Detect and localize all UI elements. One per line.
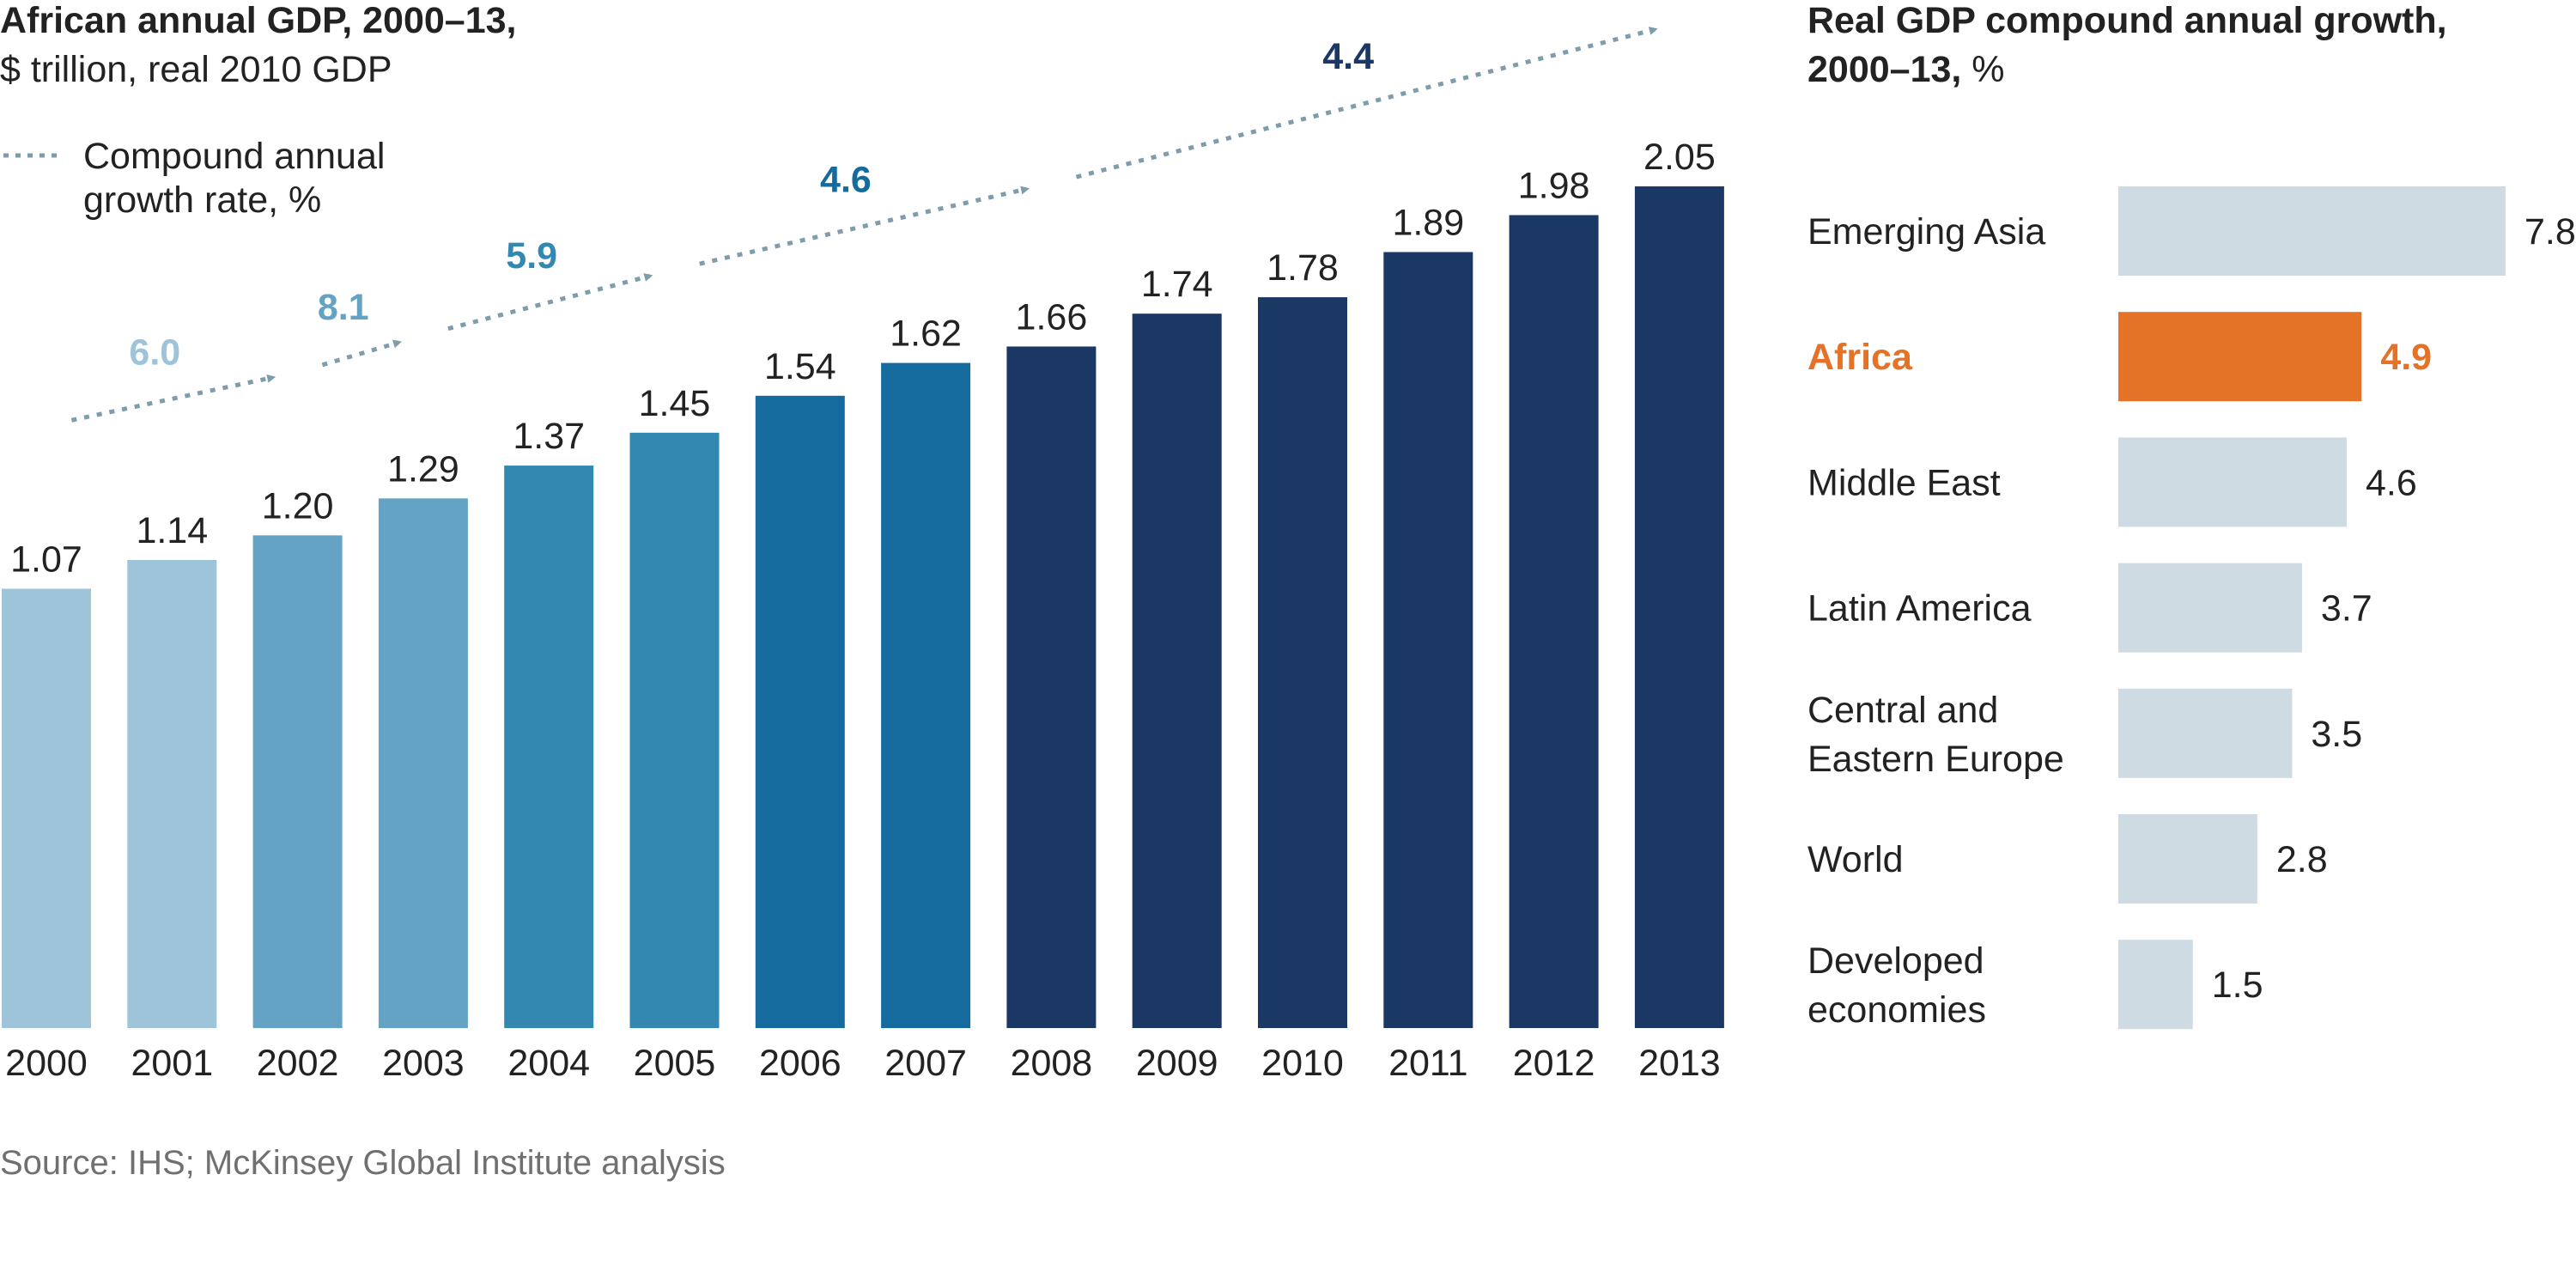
region-bar-central-and-eastern-europe [2118, 688, 2293, 778]
gdp-value-label-2003: 1.29 [387, 448, 459, 490]
growth-rate-label-2002-2003: 8.1 [318, 287, 369, 328]
gdp-year-label-2005: 2005 [634, 1043, 716, 1084]
gdp-year-label-2000: 2000 [5, 1043, 88, 1084]
gdp-year-label-2006: 2006 [759, 1043, 841, 1084]
gdp-value-label-2012: 1.98 [1518, 165, 1590, 206]
gdp-year-label-2004: 2004 [507, 1043, 590, 1084]
gdp-value-labels: 1.07 1.14 1.20 1.29 1.37 1.45 1.54 1.62 1.66 1.74… [10, 137, 1716, 580]
region-bars [2118, 186, 2506, 1030]
gdp-value-label-2005: 1.45 [639, 383, 711, 424]
gdp-value-label-2007: 1.62 [890, 313, 962, 355]
region-bar-middle-east [2118, 437, 2347, 527]
region-value-label-latin-america: 3.7 [2321, 588, 2372, 630]
region-labels: Emerging Asia Africa Middle East Latin Amer… [1807, 211, 2064, 1031]
legend-label-line1: Compound annual [83, 136, 385, 177]
gdp-bar-2005 [629, 432, 720, 1029]
gdp-bars [2, 186, 1724, 1029]
region-label-emerging-asia: Emerging Asia [1807, 211, 2045, 253]
gdp-year-label-2012: 2012 [1513, 1043, 1595, 1084]
region-label-latin-america: Latin America [1807, 588, 2032, 630]
region-label-central-and-eastern-europe: Central and Eastern Europe [1807, 690, 2064, 780]
region-bar-emerging-asia [2118, 186, 2506, 276]
right-chart-title: Real GDP compound annual growth, [1807, 0, 2447, 41]
gdp-year-label-2009: 2009 [1136, 1043, 1218, 1084]
growth-arrows [70, 27, 1658, 423]
right-chart-subtitle-bold: 2000–13, [1807, 49, 1961, 90]
right-chart-subtitle-unit: % [1961, 49, 2004, 90]
region-value-label-developed-economies: 1.5 [2212, 965, 2263, 1006]
region-value-labels: 7.8 4.9 4.6 3.7 3.5 2.8 1.5 [2212, 211, 2576, 1006]
gdp-value-label-2002: 1.20 [262, 485, 334, 526]
gdp-bar-2001 [127, 560, 217, 1028]
region-value-label-africa: 4.9 [2380, 337, 2432, 378]
region-label-africa: Africa [1807, 337, 1913, 378]
gdp-bar-2002 [252, 535, 343, 1028]
gdp-year-label-2003: 2003 [382, 1043, 465, 1084]
legend-label-line2: growth rate, % [83, 180, 321, 221]
gdp-bar-2012 [1509, 215, 1599, 1029]
gdp-year-label-2010: 2010 [1261, 1043, 1344, 1084]
region-label-middle-east: Middle East [1807, 462, 2001, 503]
region-value-label-emerging-asia: 7.8 [2524, 211, 2576, 253]
growth-arrow-2000-2002 [70, 374, 276, 423]
growth-labels: 6.0 8.1 5.9 4.6 4.4 [129, 36, 1374, 373]
gdp-value-label-2000: 1.07 [10, 539, 82, 580]
growth-rate-label-2003-2005: 5.9 [506, 235, 557, 277]
region-bar-africa [2118, 312, 2362, 402]
gdp-year-label-2002: 2002 [257, 1043, 339, 1084]
growth-arrow-2003-2005 [447, 273, 653, 332]
region-label-world: World [1807, 839, 1904, 880]
region-value-label-central-and-eastern-europe: 3.5 [2311, 714, 2362, 755]
region-value-label-world: 2.8 [2276, 839, 2328, 880]
region-value-label-middle-east: 4.6 [2366, 462, 2417, 503]
left-chart-title: African annual GDP, 2000–13, [0, 0, 517, 41]
growth-arrow-2002-2003 [321, 339, 402, 368]
gdp-bar-2007 [881, 362, 971, 1028]
growth-rate-label-2000-2002: 6.0 [129, 332, 180, 373]
region-label-developed-economies: Developed economies [1807, 940, 1986, 1031]
growth-arrow-2008-2013 [1075, 27, 1658, 180]
gdp-value-label-2004: 1.37 [513, 416, 585, 457]
gdp-bar-2004 [504, 466, 594, 1028]
gdp-value-label-2010: 1.78 [1267, 247, 1339, 289]
gdp-value-label-2011: 1.89 [1392, 202, 1464, 243]
gdp-value-label-2001: 1.14 [136, 510, 208, 551]
gdp-bar-2000 [2, 588, 91, 1028]
gdp-bar-2013 [1634, 186, 1724, 1028]
left-chart-title-line1: African annual GDP, 2000–13, [0, 0, 517, 41]
gdp-bar-2009 [1132, 313, 1222, 1028]
growth-arrow-2005-2008 [699, 186, 1030, 266]
region-bar-latin-america [2118, 563, 2302, 653]
source-note: Source: IHS; McKinsey Global Institute a… [0, 1144, 726, 1182]
left-chart-subtitle: $ trillion, real 2010 GDP [0, 49, 392, 90]
right-chart-subtitle: 2000–13, % [1807, 49, 2005, 90]
gdp-year-label-2008: 2008 [1011, 1043, 1093, 1084]
gdp-year-label-2001: 2001 [131, 1043, 213, 1084]
gdp-bar-2010 [1258, 297, 1347, 1028]
gdp-bar-2003 [378, 498, 468, 1028]
gdp-bar-2006 [755, 395, 845, 1028]
gdp-value-label-2008: 1.66 [1016, 296, 1088, 338]
gdp-year-labels: 2000 2001 2002 2003 2004 2005 2006 2007 2008 2009… [5, 1043, 1721, 1084]
growth-rate-label-2005-2008: 4.6 [820, 160, 872, 201]
gdp-value-label-2013: 2.05 [1643, 137, 1716, 178]
gdp-value-label-2009: 1.74 [1141, 264, 1213, 305]
gdp-bar-2011 [1383, 252, 1473, 1028]
region-bar-world [2118, 814, 2257, 904]
gdp-year-label-2013: 2013 [1638, 1043, 1721, 1084]
region-bar-developed-economies [2118, 940, 2193, 1030]
growth-rate-label-2008-2013: 4.4 [1322, 36, 1374, 77]
gdp-value-label-2006: 1.54 [764, 346, 836, 387]
gdp-year-label-2007: 2007 [884, 1043, 967, 1084]
gdp-year-label-2011: 2011 [1388, 1043, 1467, 1084]
gdp-bar-2008 [1006, 346, 1097, 1028]
